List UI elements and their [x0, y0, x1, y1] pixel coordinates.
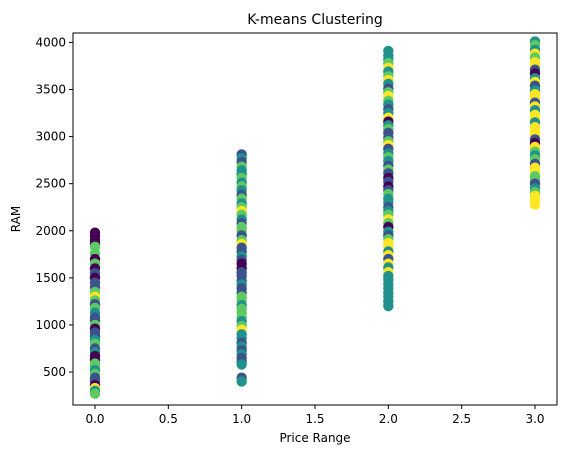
y-axis: 500 1000 1500 2000 2500 3000 3500 4000 [35, 35, 73, 379]
y-tick-label: 1000 [35, 318, 66, 332]
y-tick-label: 3000 [35, 130, 66, 144]
data-point [529, 199, 541, 210]
x-tick-label: 2.0 [379, 412, 398, 426]
x-tick-label: 3.0 [525, 412, 544, 426]
y-tick-label: 500 [43, 365, 66, 379]
data-point [89, 388, 101, 399]
x-tick-label: 0.5 [159, 412, 178, 426]
data-point [236, 359, 247, 370]
chart-title: K-means Clustering [247, 12, 383, 28]
y-tick-label: 2000 [35, 224, 66, 238]
x-axis-label: Price Range [279, 431, 350, 445]
x-tick-label: 2.5 [452, 412, 471, 426]
x-tick-label: 1.0 [232, 412, 251, 426]
y-axis-label: RAM [9, 206, 23, 232]
points-layer [89, 36, 541, 399]
y-tick-label: 2500 [35, 177, 66, 191]
y-tick-label: 4000 [35, 35, 66, 49]
y-tick-label: 3500 [35, 83, 66, 97]
x-tick-label: 0.0 [85, 412, 104, 426]
x-tick-label: 1.5 [305, 412, 324, 426]
x-axis: 0.0 0.5 1.0 1.5 2.0 2.5 3.0 [85, 405, 545, 426]
y-tick-label: 1500 [35, 271, 66, 285]
data-point [383, 300, 394, 312]
data-point [236, 376, 247, 387]
